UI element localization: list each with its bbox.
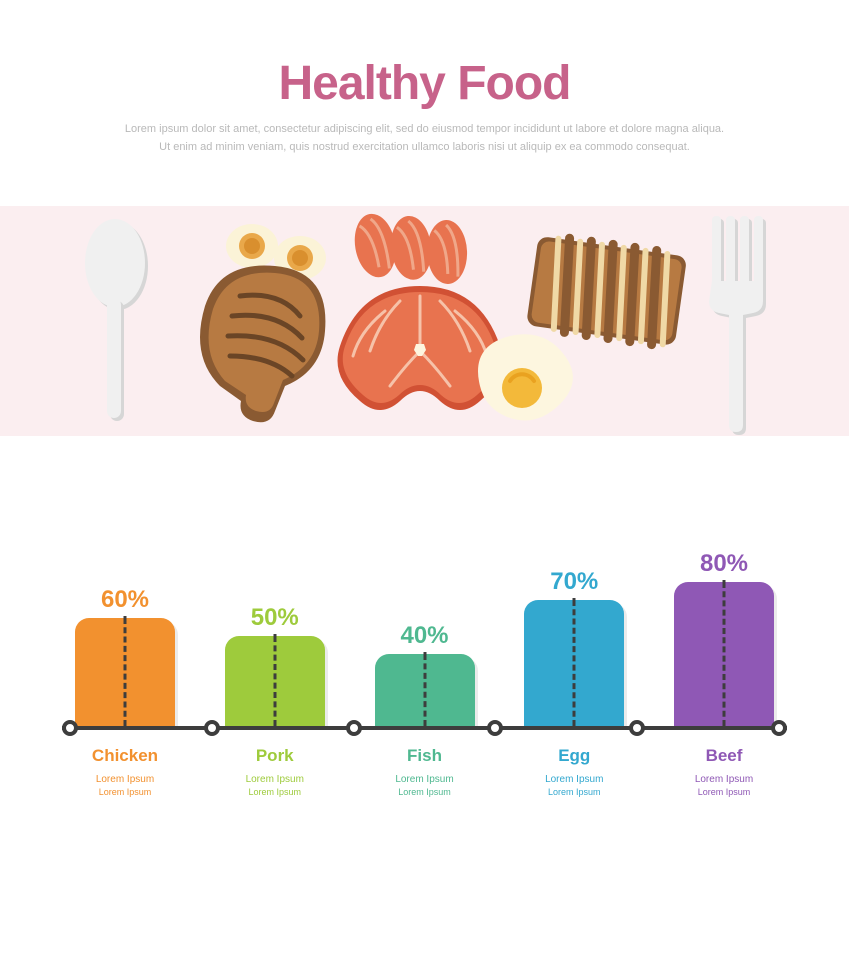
bar-category-name: Chicken <box>70 746 180 766</box>
bar-unit: 80% <box>669 550 779 726</box>
bar-unit: 40% <box>370 622 480 726</box>
axis-dot <box>487 720 503 736</box>
bar-category-name: Fish <box>370 746 480 766</box>
bar-percent-label: 80% <box>700 550 748 578</box>
bar-subtext-2: Lorem Ipsum <box>70 787 180 797</box>
food-illustration-band <box>0 186 849 456</box>
bar-rect <box>674 582 774 726</box>
chart-axis <box>62 726 787 730</box>
bar-subtext-1: Lorem Ipsum <box>669 774 779 785</box>
bar-label-unit: Chicken Lorem Ipsum Lorem Ipsum <box>70 746 180 797</box>
bar-percent-label: 50% <box>251 604 299 632</box>
bar-category-name: Egg <box>519 746 629 766</box>
axis-dot <box>771 720 787 736</box>
bar-unit: 70% <box>519 568 629 726</box>
bar-percent-label: 60% <box>101 586 149 614</box>
bar-rect <box>75 618 175 726</box>
bar-label-unit: Fish Lorem Ipsum Lorem Ipsum <box>370 746 480 797</box>
bar-subtext-1: Lorem Ipsum <box>370 774 480 785</box>
axis-dot <box>204 720 220 736</box>
bar-category-name: Pork <box>220 746 330 766</box>
bar-rect <box>524 600 624 726</box>
axis-dot <box>629 720 645 736</box>
axis-dot <box>346 720 362 736</box>
bar-center-dash <box>124 618 127 726</box>
bar-unit: 60% <box>70 586 180 726</box>
bar-subtext-1: Lorem Ipsum <box>519 774 629 785</box>
bar-category-name: Beef <box>669 746 779 766</box>
bar-unit: 50% <box>220 604 330 726</box>
bar-percent-label: 70% <box>550 568 598 596</box>
bar-subtext-1: Lorem Ipsum <box>70 774 180 785</box>
food-illustration <box>0 186 849 456</box>
bar-subtext-1: Lorem Ipsum <box>220 774 330 785</box>
bar-rect <box>225 636 325 726</box>
bar-chart: 60% 50% 40% 70% 80% Chicken Lorem Ipsum Lorem … <box>0 496 849 797</box>
bar-center-dash <box>723 582 726 726</box>
bar-subtext-2: Lorem Ipsum <box>220 787 330 797</box>
bar-subtext-2: Lorem Ipsum <box>669 787 779 797</box>
bar-center-dash <box>573 600 576 726</box>
page-title: Healthy Food <box>0 56 849 111</box>
axis-dot <box>62 720 78 736</box>
header: Healthy Food Lorem ipsum dolor sit amet,… <box>0 0 849 156</box>
bar-label-unit: Pork Lorem Ipsum Lorem Ipsum <box>220 746 330 797</box>
bar-subtext-2: Lorem Ipsum <box>519 787 629 797</box>
bar-subtext-2: Lorem Ipsum <box>370 787 480 797</box>
bar-percent-label: 40% <box>400 622 448 650</box>
bar-rect <box>375 654 475 726</box>
bar-center-dash <box>423 654 426 726</box>
bar-label-unit: Beef Lorem Ipsum Lorem Ipsum <box>669 746 779 797</box>
bar-label-unit: Egg Lorem Ipsum Lorem Ipsum <box>519 746 629 797</box>
page-subtitle: Lorem ipsum dolor sit amet, consectetur … <box>0 121 849 156</box>
bar-center-dash <box>273 636 276 726</box>
